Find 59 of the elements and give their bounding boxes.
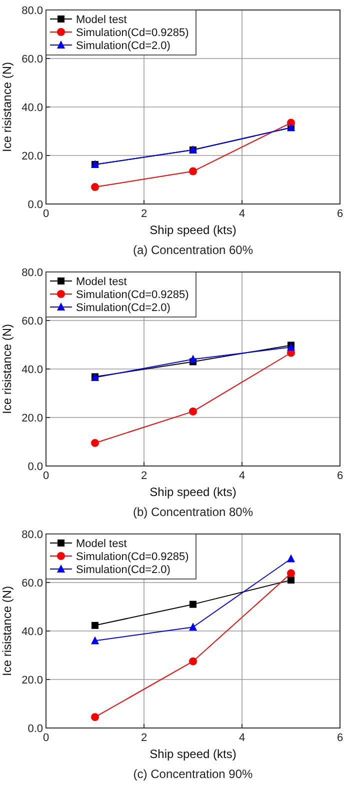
x-tick-label: 2 xyxy=(140,208,148,220)
y-tick-label: 0.0 xyxy=(28,461,43,473)
x-tick-label: 0 xyxy=(42,208,50,220)
point xyxy=(91,636,99,644)
legend-label: Simulation(Cd=2.0) xyxy=(76,564,170,576)
legend-label: Model test xyxy=(76,538,127,550)
legend-label: Model test xyxy=(76,276,127,288)
y-tick-label: 20.0 xyxy=(22,150,43,162)
y-tick-label: 60.0 xyxy=(22,578,43,590)
y-tick-label: 40.0 xyxy=(22,102,43,114)
text: (b) Concentration 80% xyxy=(132,505,254,519)
point xyxy=(189,657,197,666)
x-tick-label: 0 xyxy=(42,732,50,744)
y-axis-title: Ice risistance (N) xyxy=(0,586,14,676)
y-axis-title: Ice risistance (N) xyxy=(0,324,14,414)
text: (a) Concentration 60% xyxy=(132,243,254,257)
point xyxy=(92,622,98,629)
legend-label: Simulation(Cd=2.0) xyxy=(76,302,170,314)
x-tick-label: 2 xyxy=(140,470,148,482)
x-tick-label: 6 xyxy=(336,732,344,744)
legend-label: Simulation(Cd=0.9285) xyxy=(76,27,189,39)
point xyxy=(91,713,99,722)
y-tick-label: 40.0 xyxy=(22,364,43,376)
y-tick-label: 60.0 xyxy=(22,316,43,328)
point xyxy=(91,183,99,192)
legend-label: Simulation(Cd=0.9285) xyxy=(76,289,189,301)
y-tick-label: 20.0 xyxy=(22,412,43,424)
y-tick-label: 80.0 xyxy=(22,529,43,541)
point xyxy=(190,600,196,608)
legend-label: Model test xyxy=(76,14,127,26)
x-tick-label: 4 xyxy=(238,732,246,744)
x-axis-title: Ship speed (kts) xyxy=(150,747,236,761)
point xyxy=(287,569,295,578)
y-tick-label: 0.0 xyxy=(28,723,43,735)
x-tick-label: 6 xyxy=(336,208,344,220)
y-tick-label: 60.0 xyxy=(22,54,43,66)
x-axis-title: Ship speed (kts) xyxy=(150,485,236,499)
x-tick-label: 0 xyxy=(42,470,50,482)
legend-label: Simulation(Cd=2.0) xyxy=(76,40,170,52)
point xyxy=(288,576,294,584)
y-tick-label: 40.0 xyxy=(22,626,43,638)
y-tick-label: 80.0 xyxy=(22,267,43,279)
y-tick-label: 0.0 xyxy=(28,199,43,211)
point xyxy=(287,554,295,562)
x-tick-label: 2 xyxy=(140,732,148,744)
x-tick-label: 4 xyxy=(238,470,246,482)
x-tick-label: 6 xyxy=(336,470,344,482)
text: (c) Concentration 90% xyxy=(133,767,254,781)
legend-label: Simulation(Cd=0.9285) xyxy=(76,551,189,563)
x-tick-label: 4 xyxy=(238,208,246,220)
x-axis-title: Ship speed (kts) xyxy=(150,223,236,237)
point xyxy=(189,622,197,631)
y-axis-title: Ice risistance (N) xyxy=(0,62,14,152)
point xyxy=(189,354,197,363)
y-tick-label: 20.0 xyxy=(22,674,43,686)
point xyxy=(189,407,197,416)
point xyxy=(91,438,99,447)
y-tick-label: 80.0 xyxy=(22,5,43,17)
point xyxy=(189,167,197,176)
